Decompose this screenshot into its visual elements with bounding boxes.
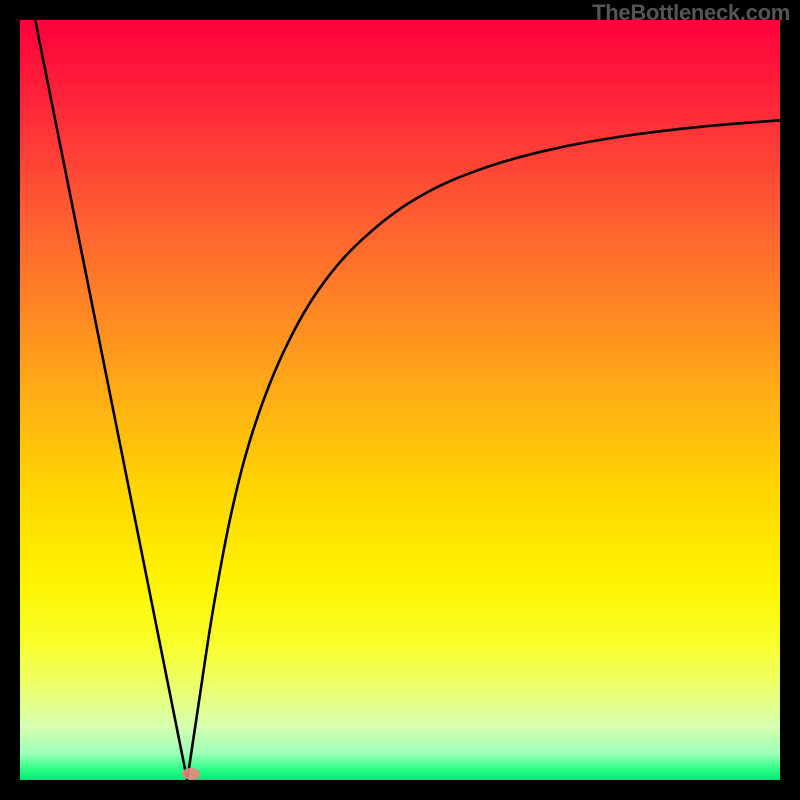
chart-root: TheBottleneck.com [0, 0, 800, 800]
plot-area [20, 20, 780, 780]
watermark-text: TheBottleneck.com [592, 0, 790, 26]
